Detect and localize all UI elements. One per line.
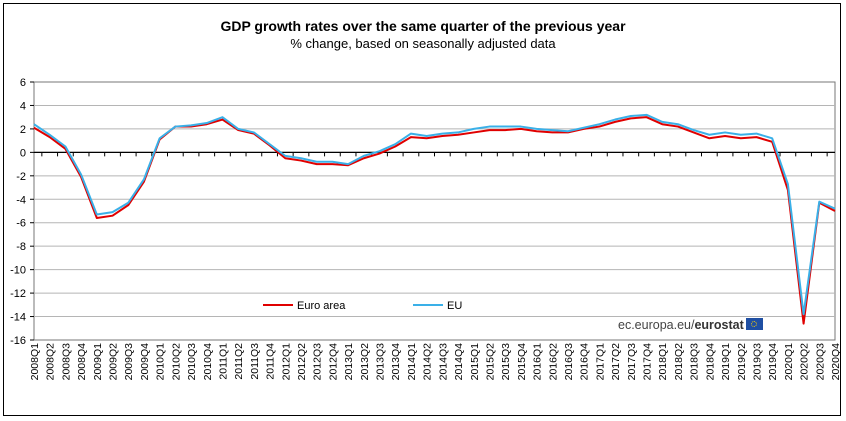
y-tick-label: 6 — [20, 77, 26, 89]
y-tick-label: -6 — [16, 218, 26, 230]
legend: Euro area EU — [263, 300, 462, 312]
x-tick-label: 2014Q1 — [406, 343, 418, 381]
x-tick-label: 2016Q4 — [579, 343, 591, 381]
x-tick-label: 2010Q3 — [186, 343, 198, 381]
credit-domain: ec.europa.eu/ — [618, 318, 695, 332]
series-line-eu — [33, 113, 836, 316]
x-tick-label: 2012Q4 — [327, 343, 339, 381]
y-tick-label: -16 — [10, 335, 26, 347]
y-tick-label: -4 — [16, 194, 26, 206]
x-tick-label: 2017Q2 — [610, 343, 622, 381]
y-tick-label: -14 — [10, 312, 26, 324]
y-tick-label: -8 — [16, 241, 26, 253]
x-tick-label: 2012Q2 — [296, 343, 308, 381]
x-tick-label: 2011Q4 — [265, 343, 277, 380]
x-tick-label: 2008Q1 — [29, 343, 41, 381]
x-tick-label: 2011Q1 — [217, 343, 229, 380]
x-tick-label: 2011Q3 — [249, 343, 261, 380]
x-tick-label: 2018Q3 — [689, 343, 701, 381]
eu-flag-icon — [745, 318, 763, 330]
y-tick-label: 0 — [20, 147, 26, 159]
legend-label: Euro area — [297, 300, 346, 312]
x-tick-label: 2011Q2 — [233, 343, 245, 380]
y-tick-label: 2 — [20, 124, 26, 136]
chart-title: GDP growth rates over the same quarter o… — [220, 18, 626, 34]
x-tick-label: 2017Q4 — [642, 343, 654, 381]
x-tick-label: 2013Q4 — [390, 343, 402, 381]
x-tick-label: 2017Q1 — [594, 343, 606, 381]
x-tick-label: 2015Q4 — [516, 343, 528, 381]
x-tick-label: 2009Q4 — [139, 343, 151, 381]
plot-area-border — [33, 81, 836, 341]
grid-lines — [33, 81, 836, 341]
y-tick-label: 4 — [20, 100, 26, 112]
x-tick-label: 2009Q1 — [92, 343, 104, 381]
x-tick-label: 2012Q1 — [280, 343, 292, 381]
x-tick-label: 2018Q1 — [657, 343, 669, 381]
x-tick-label: 2009Q3 — [123, 343, 135, 381]
chart-frame — [3, 3, 841, 416]
x-axis: 2008Q1 2008Q2 2008Q3 2008Q4 2009Q1 2009Q2 2009… — [29, 151, 842, 381]
credit-eurostat: eurostat — [694, 318, 744, 332]
x-tick-label: 2008Q3 — [60, 343, 72, 381]
x-tick-label: 2014Q4 — [453, 343, 465, 381]
x-tick-label: 2016Q3 — [563, 343, 575, 381]
x-tick-label: 2019Q3 — [751, 343, 763, 381]
x-tick-label: 2019Q2 — [736, 343, 748, 381]
y-tick-label: -12 — [10, 288, 26, 300]
x-tick-label: 2020Q2 — [799, 343, 811, 381]
x-tick-label: 2013Q3 — [375, 343, 387, 381]
x-tick-label: 2020Q4 — [830, 343, 842, 381]
x-tick-label: 2017Q3 — [626, 343, 638, 381]
x-tick-label: 2019Q1 — [720, 343, 732, 381]
x-tick-label: 2010Q4 — [202, 343, 214, 381]
y-tick-label: -2 — [16, 171, 26, 183]
x-tick-label: 2015Q3 — [500, 343, 512, 381]
x-tick-label: 2008Q2 — [45, 343, 57, 381]
y-tick-label: -10 — [10, 265, 26, 277]
x-tick-label: 2020Q3 — [814, 343, 826, 381]
x-tick-label: 2016Q2 — [547, 343, 559, 381]
x-tick-label: 2009Q2 — [108, 343, 120, 381]
x-tick-label: 2012Q3 — [312, 343, 324, 381]
x-tick-label: 2018Q2 — [673, 343, 685, 381]
y-axis: 6 4 2 0 -2 -4 -6 -8 -10 -12 -14 -16 — [10, 77, 34, 347]
x-tick-label: 2013Q1 — [343, 343, 355, 381]
x-tick-label: 2019Q4 — [767, 343, 779, 381]
x-tick-label: 2018Q4 — [704, 343, 716, 381]
x-tick-label: 2008Q4 — [76, 343, 88, 381]
x-tick-label: 2016Q1 — [532, 343, 544, 381]
x-tick-label: 2015Q2 — [484, 343, 496, 381]
source-credit[interactable]: ec.europa.eu/eurostat — [618, 318, 763, 332]
x-tick-label: 2014Q3 — [437, 343, 449, 381]
x-tick-label: 2013Q2 — [359, 343, 371, 381]
x-tick-label: 2010Q2 — [170, 343, 182, 381]
x-tick-label: 2014Q2 — [422, 343, 434, 381]
series-lines — [33, 113, 836, 325]
chart-subtitle: % change, based on seasonally adjusted d… — [290, 36, 556, 51]
legend-label: EU — [447, 300, 462, 312]
x-tick-label: 2020Q1 — [783, 343, 795, 381]
x-tick-label: 2015Q1 — [469, 343, 481, 381]
x-tick-label: 2010Q1 — [155, 343, 167, 381]
